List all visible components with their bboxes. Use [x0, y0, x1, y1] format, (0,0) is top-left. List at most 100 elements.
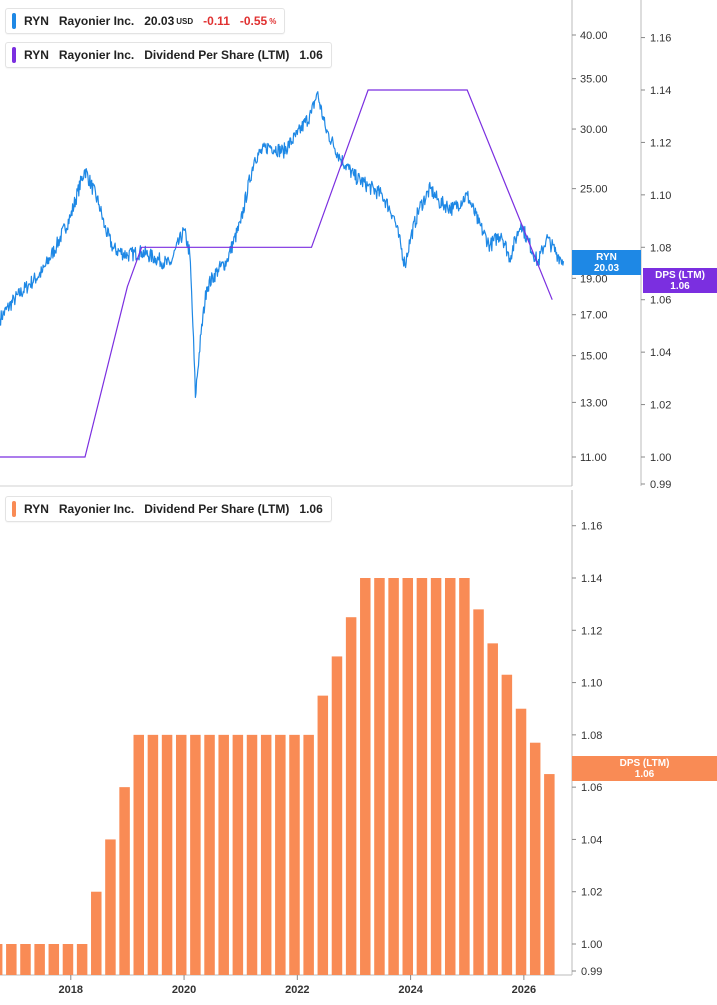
legend-dps-bottom-swatch	[12, 501, 16, 517]
price-tick-label: 11.00	[580, 452, 607, 464]
dps-bar	[289, 734, 300, 975]
legend-dps-bottom-ticker: RYN	[24, 502, 49, 516]
dps-bar	[246, 734, 258, 975]
dps-bottom-tick-label: 1.10	[581, 678, 602, 690]
dps-top-tick-label: 1.16	[650, 33, 671, 45]
price-tick-label: 15.00	[580, 351, 608, 363]
dps-bar	[544, 774, 555, 975]
dps-bottom-tick-label: 1.16	[581, 521, 602, 533]
dps-bar	[161, 734, 173, 975]
dps-bottom-last-value-tag: DPS (LTM) 1.06	[572, 756, 717, 781]
dps-bar	[190, 734, 201, 975]
dps-bottom-tick-label: 1.14	[581, 573, 602, 585]
dps-bar	[501, 674, 513, 975]
dps-bar	[275, 734, 286, 975]
dps-top-last-value-tag: DPS (LTM) 1.06	[643, 268, 717, 293]
price-tick-label: 30.00	[580, 124, 608, 136]
dps-bottom-tick-label: 1.00	[581, 939, 602, 951]
dps-bar	[91, 891, 102, 975]
dps-bar	[345, 617, 357, 975]
dps-bottom-tick-label: 1.12	[581, 625, 602, 637]
dps-bar	[388, 578, 399, 975]
dps-bar	[119, 787, 130, 975]
dps-bar	[0, 944, 3, 975]
price-and-dps-lines	[0, 89, 565, 458]
dps-bar	[402, 578, 414, 975]
dps-top-tick-label: 1.04	[650, 347, 671, 359]
dps-top-tick-label: 1.14	[650, 85, 671, 97]
x-tick-label: 2020	[172, 984, 196, 996]
dps-bar	[487, 643, 498, 975]
x-tick-label: 2018	[59, 984, 83, 996]
dps-top-tick-label: 0.99	[650, 479, 671, 491]
price-tick-label: 19.00	[580, 273, 608, 285]
price-tag-label: RYN	[596, 251, 617, 263]
legend-price-change: -0.11	[203, 14, 230, 28]
dps-bottom-tick-label: 1.06	[581, 782, 602, 794]
legend-price-name: Rayonier Inc.	[58, 14, 135, 28]
dps-top-tick-label: 1.06	[650, 295, 671, 307]
dps-bar	[133, 734, 145, 975]
dps-top-tag-label: DPS (LTM)	[655, 269, 705, 281]
legend-dps-bottom-metric: Dividend Per Share (LTM)	[144, 502, 290, 516]
legend-price-currency: USD	[176, 16, 194, 26]
legend-dps-bottom[interactable]: RYN Rayonier Inc. Dividend Per Share (LT…	[5, 496, 332, 522]
dps-bar	[416, 578, 428, 975]
price-tick-label: 35.00	[580, 74, 608, 86]
dps-bar	[374, 578, 385, 975]
dps-bar	[48, 944, 60, 975]
x-tick-label: 2022	[285, 984, 309, 996]
dps-bar	[473, 609, 484, 975]
dps-bar	[430, 578, 442, 975]
legend-dps-bottom-name: Rayonier Inc.	[58, 502, 135, 516]
legend-price-value: 20.03	[144, 14, 175, 28]
price-tick-label: 25.00	[580, 184, 608, 196]
legend-price[interactable]: RYN Rayonier Inc. 20.03 USD -0.11 -0.55 …	[5, 8, 286, 34]
dps-bar	[232, 734, 244, 975]
dps-bar	[218, 734, 229, 975]
dps-bar	[459, 578, 470, 975]
dps-bar	[204, 734, 215, 975]
dps-bar	[360, 578, 371, 975]
legend-dps-top-swatch	[12, 47, 16, 63]
legend-dps-top-name: Rayonier Inc.	[58, 48, 135, 62]
legend-price-swatch	[12, 13, 16, 29]
dps-top-tick-label: 1.08	[650, 242, 671, 254]
dps-bar	[317, 695, 329, 975]
legend-dps-top-ticker: RYN	[24, 48, 49, 62]
dps-bar	[515, 708, 527, 975]
legend-price-pct-sign: %	[269, 16, 277, 26]
dps-bar	[529, 742, 541, 975]
dps-bottom-tick-label: 1.04	[581, 834, 602, 846]
dps-bar	[34, 944, 45, 975]
dps-top-tag-value: 1.06	[670, 280, 690, 292]
dps-bar	[303, 734, 314, 975]
price-tag-value: 20.03	[593, 262, 620, 274]
dps-bar	[105, 839, 116, 975]
legend-dps-top[interactable]: RYN Rayonier Inc. Dividend Per Share (LT…	[5, 42, 332, 68]
dps-series-line	[0, 89, 553, 458]
dps-bars	[0, 578, 555, 975]
price-tick-label: 17.00	[580, 310, 608, 322]
dps-bar	[62, 944, 74, 975]
dps-bar	[444, 578, 456, 975]
legend-price-change-pct: -0.55	[239, 14, 268, 28]
dps-bar	[147, 734, 159, 975]
dps-bottom-tick-label: 0.99	[581, 966, 602, 978]
dps-bottom-tick-label: 1.02	[581, 887, 602, 899]
x-tick-label: 2024	[398, 984, 423, 996]
x-tick-label: 2026	[512, 984, 536, 996]
dps-bar	[331, 656, 343, 975]
dps-top-tick-label: 1.12	[650, 137, 671, 149]
axes-layer: 11.00 13.00 15.00 17.00 19.00 25.00 30.00 35.00…	[0, 0, 671, 996]
dps-top-tick-label: 1.00	[650, 452, 671, 464]
dps-bar	[76, 944, 88, 975]
legend-price-ticker: RYN	[24, 14, 49, 28]
price-last-value-tag: RYN 20.03	[572, 250, 641, 275]
dps-bottom-tag-value: 1.06	[634, 768, 655, 780]
legend-dps-bottom-value: 1.06	[299, 502, 323, 516]
price-tick-label: 40.00	[580, 30, 608, 42]
dps-bar	[175, 734, 187, 975]
dps-top-tick-label: 1.10	[650, 190, 671, 202]
